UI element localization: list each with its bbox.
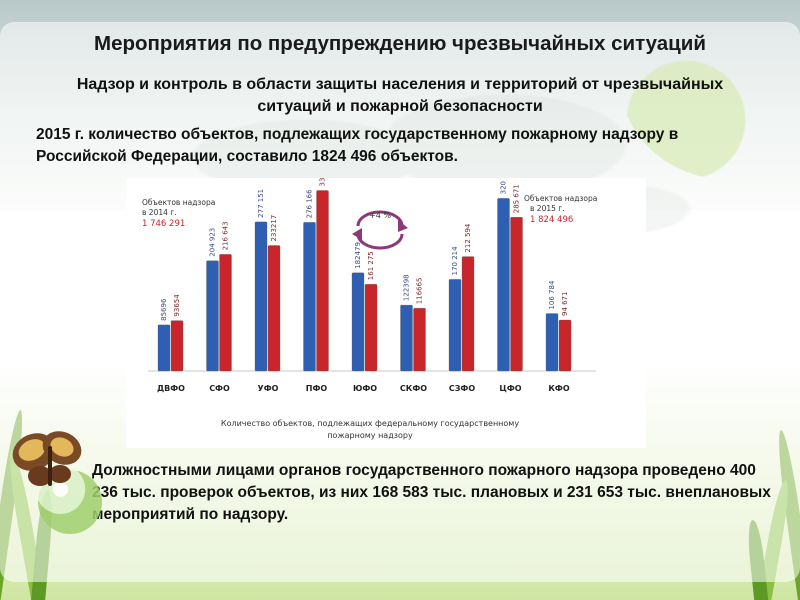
bar-chart: 85696 93654 ДВФО 204 923 216 643 СФО 277 151 23…: [142, 178, 597, 440]
bar-2014: [157, 324, 171, 372]
bar-2015: [219, 254, 232, 372]
category-label: СЗФО: [449, 384, 475, 393]
bar-value-label: 85696: [160, 298, 168, 321]
bar-value-label: 116665: [416, 277, 424, 304]
bar-2014: [400, 304, 413, 372]
bar-2014: [254, 221, 268, 372]
bar-2015: [316, 190, 329, 372]
legend-2014-value: 1 746 291: [142, 219, 185, 229]
x-axis-caption: Количество объектов, подлежащих федераль…: [221, 419, 519, 428]
bar-2015: [364, 284, 378, 372]
category-label: ДВФО: [157, 384, 185, 393]
bar-2014: [351, 272, 365, 372]
bar-value-label: 212 594: [464, 223, 472, 252]
bar-2014: [303, 222, 316, 372]
category-label: ЦФО: [499, 384, 521, 393]
chart-container: 85696 93654 ДВФО 204 923 216 643 СФО 277 151 23…: [126, 178, 646, 448]
bar-value-label: 320 750: [500, 178, 508, 194]
change-label: +4 %: [369, 211, 391, 220]
bar-2014: [206, 260, 219, 372]
bar-value-label: 285 671: [513, 184, 521, 213]
growth-arrow-top: [356, 210, 404, 227]
inspections-paragraph: Должностными лицами органов государствен…: [92, 462, 771, 523]
objects-count-paragraph: 2015 г. количество объектов, подлежащих …: [36, 126, 679, 165]
bar-2014: [545, 313, 559, 372]
bar-value-label: 216 643: [222, 221, 230, 250]
growth-arrow-head: [352, 228, 362, 240]
slide-subtitle: Надзор и контроль в области защиты насел…: [76, 76, 724, 115]
slide-title: Мероприятия по предупреждению чрезвычайн…: [94, 32, 706, 55]
category-label: ЮФО: [353, 384, 377, 393]
bar-2015: [267, 245, 281, 372]
bar-value-label: 277 151: [257, 189, 265, 218]
legend-2015-line1: Объектов надзора: [524, 194, 597, 203]
bar-2015: [461, 256, 475, 372]
bar-value-label: 233217: [270, 215, 278, 242]
category-label: СКФО: [400, 384, 427, 393]
butterfly-icon: [12, 431, 82, 486]
growth-arrow-head: [398, 220, 408, 232]
bar-value-label: 122398: [403, 274, 411, 301]
growth-arrow-bottom: [356, 233, 404, 250]
category-label: КФО: [548, 384, 569, 393]
bar-2015: [558, 319, 572, 372]
bar-value-label: 93654: [173, 294, 181, 317]
bar-2015: [413, 308, 426, 372]
bar-value-label: 161 275: [367, 251, 375, 280]
category-label: СФО: [209, 384, 230, 393]
bar-value-label: 204 923: [209, 228, 217, 257]
bar-value-label: 94 671: [561, 292, 569, 317]
legend-2015-line2: в 2015 г.: [530, 204, 565, 213]
bar-2015: [510, 217, 523, 372]
legend-2014-line1: Объектов надзора: [142, 198, 215, 207]
bar-2014: [497, 198, 510, 372]
bar-value-label: 335 379: [319, 178, 327, 186]
bar-value-label: 170 214: [451, 246, 459, 275]
bar-value-label: 276 166: [306, 189, 314, 218]
legend-2014-line2: в 2014 г.: [142, 208, 177, 217]
bar-value-label: 182479: [354, 242, 362, 269]
category-label: ПФО: [306, 384, 328, 393]
x-axis-caption: пожарному надзору: [327, 431, 413, 440]
bar-2014: [448, 279, 462, 372]
legend-2015-value: 1 824 496: [530, 215, 573, 225]
bar-2015: [170, 320, 184, 372]
category-label: УФО: [258, 384, 279, 393]
bar-value-label: 106 784: [548, 280, 556, 309]
